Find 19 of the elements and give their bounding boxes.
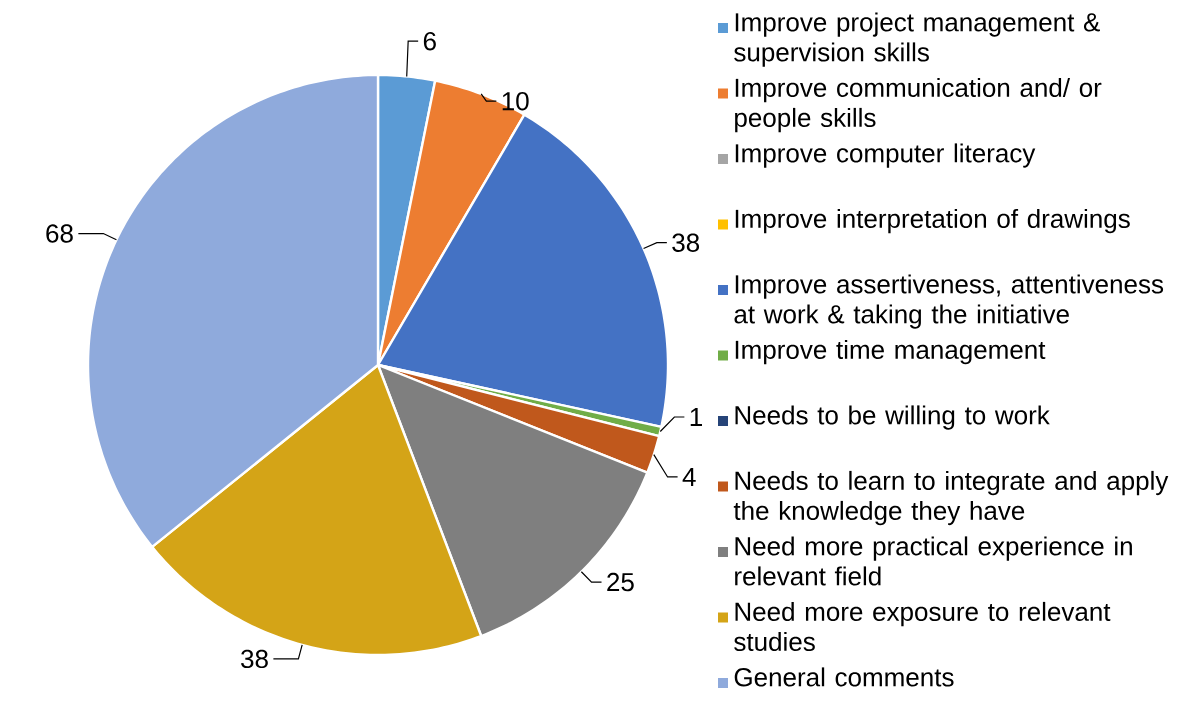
legend-label: Improve computer literacy — [735, 143, 1036, 168]
legend-label: Improve assertiveness, attentiveness at work & taking the initiative — [734, 274, 1164, 329]
legend-label: Improve project management & supervision skills — [734, 12, 1100, 67]
legend-label: Need more practical experience in relevant field — [735, 536, 1132, 586]
data-label: 1 — [690, 408, 702, 426]
data-label: 4 — [682, 468, 696, 486]
data-label: 38 — [672, 233, 700, 252]
data-label: 68 — [46, 224, 73, 243]
data-label: 10 — [502, 92, 529, 111]
data-label: 25 — [607, 572, 634, 592]
legend-label: Improve communication and/ or people skills — [735, 77, 1102, 133]
legend-label: Improve time management — [735, 339, 1046, 365]
data-label: 6 — [423, 32, 436, 51]
legend-label: Needs to be willing to work — [735, 405, 1050, 430]
legend-label: Need more exposure to relevant studies — [734, 601, 1111, 651]
data-label: 38 — [241, 649, 268, 669]
legend-label: Needs to learn to integrate and apply the knowledge they have — [733, 470, 1169, 526]
legend-label: Improve interpretation of drawings — [735, 208, 1130, 234]
legend-label: General comments — [734, 667, 954, 687]
